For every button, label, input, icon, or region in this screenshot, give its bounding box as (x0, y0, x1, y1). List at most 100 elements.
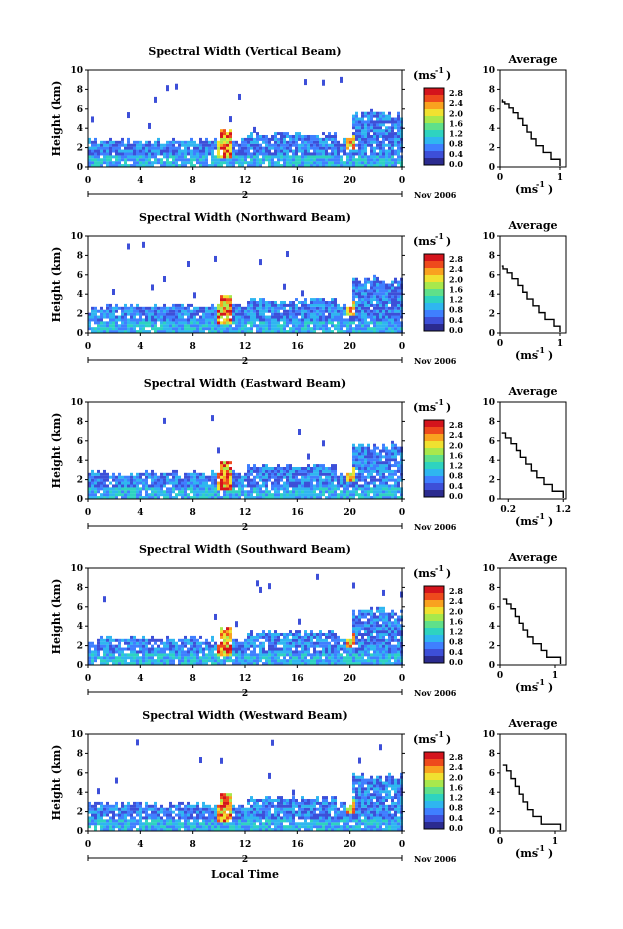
heatmap-cell (310, 469, 313, 473)
heatmap-cell (268, 635, 271, 639)
heatmap-cell (208, 143, 211, 147)
heatmap-cell (238, 309, 241, 313)
heatmap-cell (277, 158, 280, 162)
heatmap-cell (382, 589, 385, 596)
heatmap-cell (97, 813, 100, 817)
colorbar-tick-label: 0.8 (449, 637, 463, 647)
heatmap-cell (229, 327, 232, 331)
heatmap-cell (358, 161, 361, 165)
heatmap-cell (352, 487, 355, 491)
heatmap-cell (280, 659, 283, 663)
heatmap-cell (139, 475, 142, 479)
heatmap-cell (394, 120, 397, 124)
heatmap-cell (337, 164, 340, 168)
colorbar-tick-label: 1.2 (449, 129, 463, 139)
heatmap-cell (193, 155, 196, 159)
heatmap-cell (157, 653, 160, 657)
heatmap-cell (346, 143, 349, 147)
heatmap-cell (205, 315, 208, 319)
heatmap-cell (127, 644, 130, 648)
heatmap-cell (190, 140, 193, 144)
heatmap-cell (352, 146, 355, 150)
heatmap-cell (388, 143, 391, 147)
heatmap-cell (280, 647, 283, 651)
heatmap-cell (124, 825, 127, 829)
heatmap-cell (328, 155, 331, 159)
heatmap-cell (346, 146, 349, 150)
heatmap-cell (352, 612, 355, 616)
profile-y-tick-label: 10 (482, 564, 495, 574)
heatmap-cell (376, 478, 379, 482)
heatmap-cell (289, 484, 292, 488)
heatmap-cell (298, 324, 301, 328)
heatmap-cell (382, 461, 385, 465)
heatmap-cell (271, 662, 274, 666)
heatmap-cell (220, 327, 223, 331)
heatmap-cell (367, 155, 370, 159)
heatmap-cell (217, 312, 220, 316)
heatmap-cell (367, 458, 370, 462)
heatmap-cell (97, 158, 100, 162)
heatmap-cell (391, 490, 394, 494)
heatmap-cell (379, 461, 382, 465)
heatmap-cell (340, 315, 343, 319)
heatmap-cell (97, 472, 100, 476)
heatmap-cell (325, 478, 328, 482)
heatmap-cell (358, 618, 361, 622)
heatmap-cell (394, 303, 397, 307)
heatmap-cell (127, 324, 130, 328)
heatmap-cell (373, 295, 376, 299)
heatmap-cell (127, 327, 130, 331)
heatmap-cell (262, 309, 265, 313)
heatmap-cell (358, 321, 361, 325)
heatmap-cell (244, 641, 247, 645)
heatmap-cell (139, 478, 142, 482)
heatmap-cell (145, 475, 148, 479)
heatmap-cell (358, 446, 361, 450)
heatmap-cell (220, 137, 223, 141)
heatmap-cell (316, 298, 319, 302)
heatmap-cell (328, 146, 331, 150)
heatmap-cell (316, 306, 319, 310)
heatmap-cell (292, 641, 295, 645)
heatmap-cell (166, 330, 169, 334)
heatmap-cell (295, 475, 298, 479)
heatmap-cell (181, 158, 184, 162)
heatmap-cell (334, 318, 337, 322)
heatmap-cell (124, 321, 127, 325)
heatmap-cell (121, 309, 124, 313)
heatmap-cell (127, 149, 130, 153)
heatmap-cell (202, 321, 205, 325)
heatmap-cell (388, 132, 391, 136)
heatmap-cell (136, 819, 139, 823)
heatmap-cell (97, 330, 100, 334)
heatmap-cell (301, 290, 304, 297)
heatmap-cell (268, 659, 271, 663)
heatmap-cell (283, 146, 286, 150)
heatmap-cell (328, 475, 331, 479)
heatmap-cell (124, 315, 127, 319)
heatmap-cell (256, 134, 259, 138)
y-tick-label: 0 (77, 495, 83, 505)
heatmap-cell (385, 137, 388, 141)
colorbar-segment (424, 296, 444, 304)
heatmap-cell (256, 312, 259, 316)
heatmap-cell (205, 327, 208, 331)
heatmap-cell (127, 638, 130, 642)
heatmap-cell (154, 158, 157, 162)
heatmap-cell (211, 484, 214, 488)
heatmap-cell (121, 318, 124, 322)
heatmap-cell (136, 161, 139, 165)
heatmap-cell (202, 318, 205, 322)
heatmap-cell (250, 635, 253, 639)
heatmap-cell (361, 466, 364, 470)
heatmap-cell (157, 149, 160, 153)
heatmap-cell (334, 140, 337, 144)
heatmap-cell (247, 306, 250, 310)
heatmap-cell (283, 134, 286, 138)
heatmap-cell (364, 641, 367, 645)
heatmap-cell (394, 618, 397, 622)
heatmap-cell (256, 161, 259, 165)
heatmap-cell (196, 472, 199, 476)
heatmap-cell (397, 446, 400, 450)
